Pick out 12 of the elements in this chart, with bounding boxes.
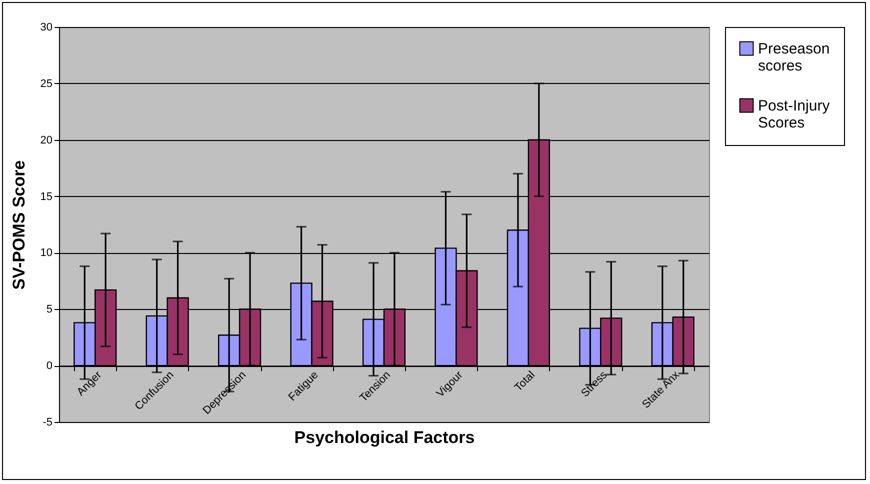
legend-label: Post-Injury Scores [758, 98, 830, 132]
y-tick-label: 15 [40, 190, 52, 203]
y-tick-label: -5 [42, 416, 52, 428]
y-tick-label: 25 [40, 78, 52, 90]
y-tick-label: 5 [46, 304, 52, 316]
legend-label: Preseason scores [758, 40, 830, 74]
y-tick-label: 10 [40, 247, 52, 260]
y-tick-label: 0 [46, 360, 52, 372]
y-axis-title: SV-POMS Score [9, 160, 28, 290]
y-tick-label: 30 [40, 22, 52, 34]
y-tick-label: 20 [40, 134, 52, 146]
x-axis-title: Psychological Factors [294, 428, 475, 448]
